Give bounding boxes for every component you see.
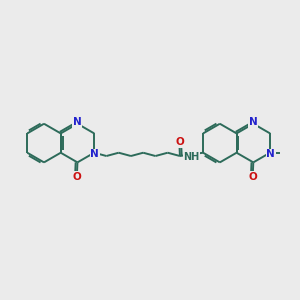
Text: O: O xyxy=(248,172,257,182)
Text: N: N xyxy=(249,117,258,127)
Text: O: O xyxy=(73,172,81,182)
Text: N: N xyxy=(266,149,275,159)
Text: O: O xyxy=(175,137,184,147)
Text: NH: NH xyxy=(183,152,200,162)
Text: N: N xyxy=(90,149,99,159)
Text: N: N xyxy=(73,117,82,127)
